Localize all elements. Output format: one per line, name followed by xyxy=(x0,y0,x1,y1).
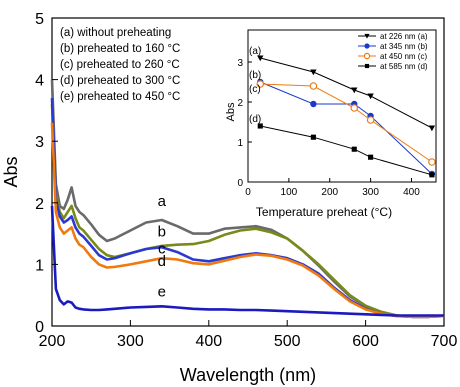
main-x-tick-label: 400 xyxy=(195,333,222,350)
main-legend: (a) without preheating (b) preheated to 1… xyxy=(60,27,180,103)
inset-legend-entry: at 450 nm (c) xyxy=(380,52,427,61)
inset-y-tick-label: 3 xyxy=(237,58,243,69)
curve-label: d xyxy=(158,253,166,270)
inset-axes-group: 0 100 200 300 400 0 1 2 3 xyxy=(237,58,420,198)
inset-x-tick-label: 200 xyxy=(321,187,338,198)
main-x-tick-label: 700 xyxy=(431,333,458,350)
circle-marker xyxy=(364,43,370,49)
hollow-circle-marker xyxy=(428,158,436,166)
main-legend-entry: (d) preheated to 300 °C xyxy=(60,75,180,87)
main-y-axis-label: Abs xyxy=(1,156,21,187)
main-y-tick-label: 5 xyxy=(35,11,44,28)
triangle-down-marker xyxy=(364,33,370,39)
inset-y-tick-label: 2 xyxy=(237,98,243,109)
main-series-group xyxy=(50,79,445,319)
curve-label: e xyxy=(158,283,166,300)
inset-point-label: (b) xyxy=(249,70,261,81)
circle-marker xyxy=(310,100,317,108)
main-legend-entry: (a) without preheating xyxy=(60,27,171,39)
hollow-circle-marker xyxy=(309,82,318,90)
main-y-tick-label: 3 xyxy=(35,134,44,151)
main-legend-entry: (e) preheated to 450 °C xyxy=(60,91,180,103)
inset-point-label: (a) xyxy=(249,46,261,57)
square-marker xyxy=(351,146,357,152)
inset-legend-entry: at 585 nm (d) xyxy=(380,62,428,71)
main-y-tick-label: 2 xyxy=(35,196,44,213)
main-x-tick-label: 200 xyxy=(39,333,66,350)
main-y-tick-label: 0 xyxy=(35,319,44,336)
main-legend-entry: (c) preheated to 260 °C xyxy=(60,59,180,71)
curve-label: a xyxy=(158,193,167,210)
inset-legend-entry: at 345 nm (b) xyxy=(380,42,428,51)
main-series-line-d xyxy=(50,122,445,319)
square-marker xyxy=(257,123,263,129)
curve-label: c xyxy=(158,240,166,257)
square-marker xyxy=(364,63,370,69)
inset-x-axis-label: Temperature preheat (°C) xyxy=(256,205,392,219)
main-y-tick-label: 4 xyxy=(35,73,44,90)
inset-y-tick-label: 1 xyxy=(237,138,243,149)
inset-point-labels: (a) (b) (c) (d) xyxy=(249,46,261,125)
main-x-tick-label: 300 xyxy=(117,333,144,350)
triangle-down-marker xyxy=(351,87,358,94)
hollow-circle-marker xyxy=(366,116,375,124)
main-y-tick-label: 1 xyxy=(35,257,44,274)
hollow-circle-marker xyxy=(363,52,371,60)
main-series-line-b xyxy=(50,104,445,319)
inset-plot-frame xyxy=(247,29,437,183)
inset-x-tick-label: 400 xyxy=(403,187,420,198)
main-x-tick-label: 500 xyxy=(274,333,301,350)
triangle-down-marker xyxy=(310,69,317,76)
square-marker xyxy=(368,154,374,160)
hollow-circle-marker xyxy=(350,104,359,112)
inset-x-tick-label: 300 xyxy=(362,187,379,198)
inset-legend: at 226 nm (a)at 345 nm (b)at 450 nm (c)a… xyxy=(358,32,428,71)
main-legend-entry: (b) preheated to 160 °C xyxy=(60,43,180,55)
main-x-axis-label: Wavelength (nm) xyxy=(180,365,316,385)
inset-y-axis-label: Abs xyxy=(225,102,237,121)
hollow-circle-marker xyxy=(256,80,265,88)
main-plot-frame xyxy=(51,17,445,327)
inset-y-tick-label: 0 xyxy=(237,178,243,189)
inset-x-tick-label: 0 xyxy=(245,187,251,198)
inset-series-group xyxy=(256,55,436,178)
inset-legend-entry: at 226 nm (a) xyxy=(380,32,428,41)
inset-point-label: (d) xyxy=(249,114,261,125)
inset-point-label: (c) xyxy=(249,84,261,95)
main-series-line-e xyxy=(50,205,444,317)
triangle-down-marker xyxy=(428,125,436,132)
triangle-down-marker xyxy=(367,93,374,100)
main-x-tick-label: 600 xyxy=(352,333,379,350)
curve-label: b xyxy=(158,224,166,241)
square-marker xyxy=(429,172,435,178)
square-marker xyxy=(310,134,316,140)
inset-x-tick-label: 100 xyxy=(281,187,298,198)
triangle-down-marker xyxy=(257,55,264,62)
